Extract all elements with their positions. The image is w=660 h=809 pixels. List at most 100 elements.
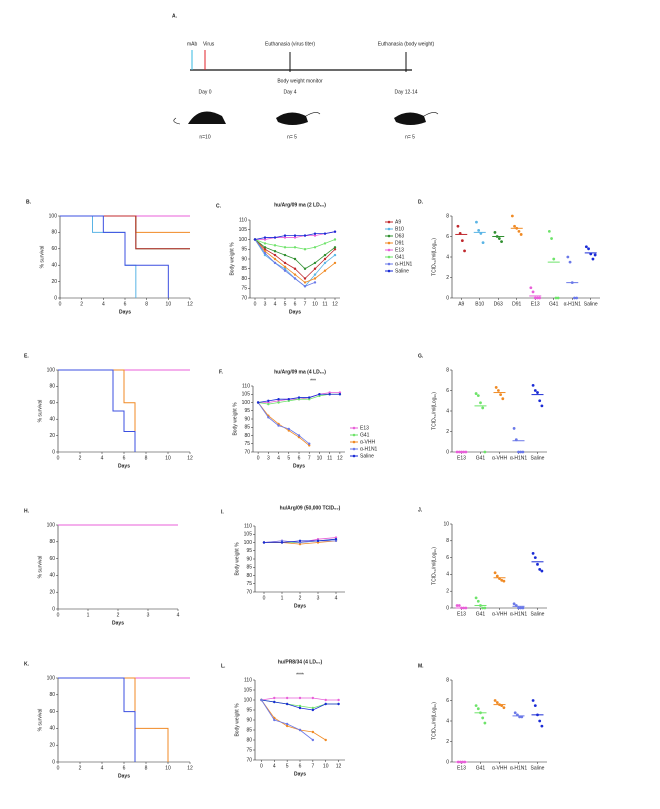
titer-point [517, 229, 521, 233]
titer-point [499, 393, 502, 396]
x-tick-label: 1 [281, 595, 284, 601]
titer-point [587, 247, 590, 251]
weight-point [293, 246, 297, 249]
y-tick-label: 20 [49, 433, 55, 439]
x-tick-label: D63 [494, 301, 503, 307]
x-axis-label: Days [118, 463, 130, 469]
y-tick-label: 4 [446, 718, 449, 724]
weight-point [273, 261, 277, 265]
y-tick-label: 95 [244, 408, 250, 414]
y-axis-label: % survival [39, 246, 45, 269]
x-tick-label: 0 [57, 765, 60, 771]
weight-point [273, 244, 277, 247]
y-tick-label: 100 [49, 213, 58, 219]
x-tick-label: 6 [123, 455, 126, 461]
titer-point [512, 602, 516, 606]
weight-point [263, 236, 267, 239]
y-axis-label: TCID₅₀/ml(Log₁₀) [431, 238, 437, 276]
panel-label: D. [418, 199, 424, 205]
y-tick-label: 80 [246, 573, 252, 579]
titer-point [501, 397, 505, 401]
titer-point [531, 290, 535, 294]
titer-point [536, 391, 539, 394]
x-tick-label: 6 [124, 301, 127, 307]
x-tick-label: 2 [80, 301, 83, 307]
weight-point [277, 401, 280, 404]
mouse-icon [305, 112, 321, 117]
weight-point [293, 267, 297, 270]
weight-point [298, 541, 302, 544]
annotation: *** [310, 378, 316, 384]
x-tick-label: D91 [512, 301, 521, 307]
x-tick-label: 4 [335, 595, 338, 601]
x-tick-label: 4 [101, 765, 104, 771]
y-tick-label: 2 [446, 739, 449, 745]
x-axis-label: Days [118, 773, 130, 779]
weight-point [337, 702, 340, 706]
y-tick-label: 110 [244, 523, 252, 529]
weight-point [277, 422, 280, 426]
weight-point [333, 248, 337, 251]
weight-point [263, 251, 267, 255]
weight-point [298, 696, 302, 700]
x-tick-label: α-VHH [492, 765, 508, 771]
panel-label: J. [418, 507, 423, 513]
titer-point [593, 253, 597, 257]
x-tick-label: 10 [312, 301, 318, 307]
titer-point [481, 241, 485, 245]
x-tick-label: 3 [267, 455, 270, 461]
y-axis-label: Body weight % [234, 542, 240, 576]
x-tick-label: 7 [308, 455, 311, 461]
weight-point [283, 261, 287, 265]
y-tick-label: 4 [446, 254, 449, 260]
titer-point [476, 707, 480, 711]
titer-point [533, 556, 537, 559]
weight-line [261, 699, 314, 741]
x-tick-label: 5 [284, 301, 287, 307]
titer-point [521, 606, 525, 610]
y-tick-label: 80 [241, 276, 247, 282]
panel-label: C. [216, 203, 222, 209]
weight-point [263, 242, 267, 245]
x-tick-label: A9 [458, 301, 464, 307]
titer-point [479, 401, 482, 405]
titer-point [531, 552, 535, 555]
y-axis-label: TCID₅₀/ml(Log₁₀) [431, 547, 437, 585]
event-label: Euthanasia (body weight) [378, 41, 435, 47]
survival-line [58, 677, 136, 762]
weight-point [333, 238, 337, 241]
weight-point [303, 267, 307, 270]
x-tick-label: 2 [117, 612, 120, 618]
x-tick-label: 3 [264, 301, 267, 307]
y-axis-label: Body weight % [229, 242, 235, 276]
weight-point [303, 285, 307, 288]
titer-point [538, 719, 542, 723]
weight-point [308, 444, 311, 447]
weight-point [283, 246, 287, 249]
y-tick-label: 105 [242, 392, 251, 398]
weight-point [297, 398, 301, 401]
mouse-icon [276, 112, 308, 125]
x-tick-label: 0 [59, 301, 62, 307]
legend-label: α-VHH [360, 439, 376, 445]
weight-point [273, 696, 276, 700]
titer-point [500, 578, 504, 582]
weight-point [273, 718, 276, 722]
weight-point [323, 269, 327, 272]
titer-point [591, 257, 595, 261]
titer-point [538, 399, 542, 403]
weight-point [283, 265, 287, 268]
titer-point [476, 394, 480, 398]
y-tick-label: 110 [242, 383, 250, 389]
x-tick-label: 0 [263, 595, 266, 601]
y-axis-label: TCID₅₀/ml(Log₁₀) [431, 702, 437, 740]
weight-point [262, 541, 266, 544]
weight-point [323, 261, 327, 265]
y-tick-label: 100 [47, 675, 56, 681]
titer-point [474, 704, 478, 708]
titer-point [584, 245, 588, 249]
titer-point [531, 383, 535, 387]
y-tick-label: 70 [241, 295, 247, 301]
x-tick-label: E13 [457, 765, 466, 771]
weight-point [263, 253, 267, 257]
